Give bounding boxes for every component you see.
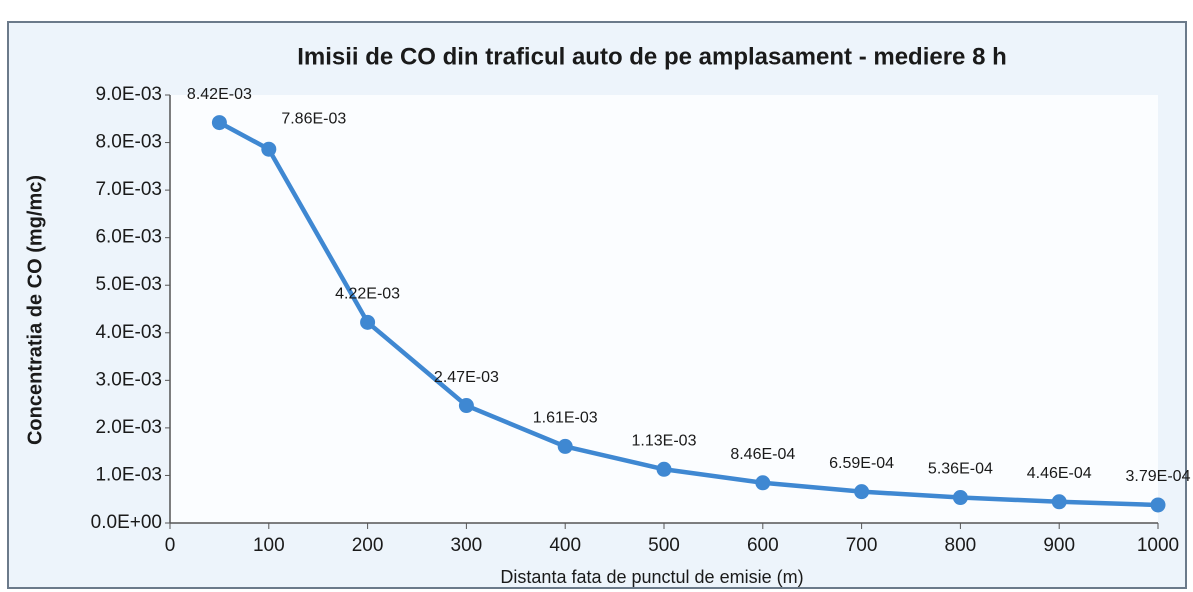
y-tick-label: 5.0E-03 [95,274,162,295]
data-point [1051,494,1067,510]
y-tick-label: 3.0E-03 [95,369,162,390]
data-label: 5.36E-04 [928,461,993,478]
chart-title: Imisii de CO din traficul auto de pe amp… [297,43,1007,70]
data-point [360,314,376,330]
data-point [261,141,277,157]
data-label: 6.59E-04 [829,455,894,472]
x-tick-label: 100 [253,535,285,556]
y-tick-label: 9.0E-03 [95,84,162,105]
data-label: 7.86E-03 [281,110,346,127]
y-tick-label: 2.0E-03 [95,417,162,438]
x-tick-label: 500 [648,535,680,556]
data-point [854,484,870,500]
x-tick-label: 600 [747,535,779,556]
x-tick-label: 700 [846,535,878,556]
data-label: 3.79E-04 [1126,468,1191,485]
x-tick-label: 900 [1043,535,1075,556]
y-tick-label: 7.0E-03 [95,179,162,200]
data-label: 8.42E-03 [187,86,252,103]
y-tick-label: 0.0E+00 [91,512,162,533]
data-label: 1.61E-03 [533,410,598,427]
x-tick-label: 1000 [1137,535,1179,556]
x-tick-label: 800 [945,535,977,556]
y-axis-label: Concentratia de CO (mg/mc) [24,175,46,445]
data-label: 1.13E-03 [632,432,697,449]
x-axis-label: Distanta fata de punctul de emisie (m) [500,567,803,587]
data-point [952,490,968,506]
data-label: 4.46E-04 [1027,465,1092,482]
data-label: 8.46E-04 [730,446,795,463]
data-point [1150,497,1166,513]
data-point [458,398,474,414]
plot-area [170,95,1158,523]
x-tick-label: 200 [352,535,384,556]
data-point [211,115,227,131]
y-tick-label: 4.0E-03 [95,322,162,343]
data-label: 4.22E-03 [335,286,400,303]
x-tick-label: 0 [165,535,176,556]
y-tick-label: 1.0E-03 [95,464,162,485]
data-point [755,475,771,491]
x-tick-label: 400 [549,535,581,556]
data-point [557,438,573,454]
data-point [656,461,672,477]
data-label: 2.47E-03 [434,369,499,386]
y-tick-label: 6.0E-03 [95,227,162,248]
x-tick-label: 300 [451,535,483,556]
y-tick-label: 8.0E-03 [95,132,162,153]
